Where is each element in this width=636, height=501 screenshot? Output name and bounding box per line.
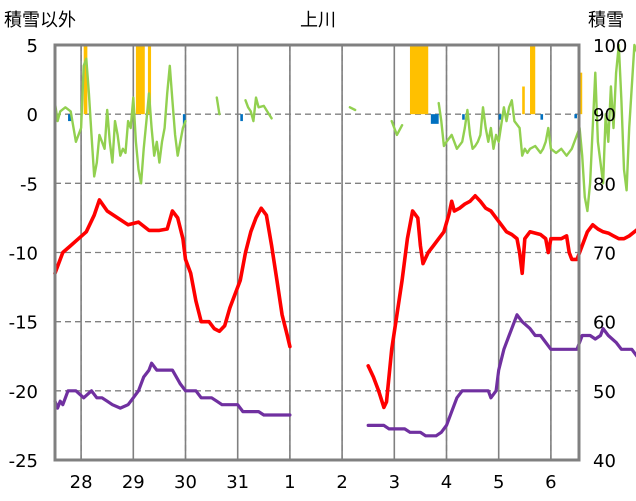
orange-bar (409, 45, 429, 115)
x-tick-label: 6 (545, 472, 556, 493)
left-tick-label: 5 (27, 36, 38, 57)
right-tick-label: 60 (593, 313, 616, 334)
green-series-line (437, 43, 636, 213)
x-tick-label: 4 (441, 472, 452, 493)
green-series-line (215, 96, 221, 116)
x-tick-label: 31 (226, 472, 249, 493)
x-tick-label: 30 (174, 472, 197, 493)
temperature-line (53, 198, 292, 349)
right-tick-label: 80 (593, 174, 616, 195)
snow-depth-line (366, 313, 636, 438)
orange-bar (135, 45, 145, 115)
right-axis-label: 積雪 (588, 10, 624, 31)
green-series-line (53, 57, 187, 185)
x-tick-label: 1 (284, 472, 295, 493)
orange-bar (522, 86, 525, 115)
right-tick-label: 50 (593, 382, 616, 403)
green-series-line (244, 96, 273, 123)
blue-bar (240, 114, 243, 122)
blue-bar (574, 114, 577, 119)
orange-bar (147, 45, 152, 115)
left-tick-label: -25 (9, 451, 38, 472)
green-series-line (348, 106, 357, 112)
right-tick-label: 90 (593, 105, 616, 126)
blue-bar (462, 114, 465, 120)
blue-bar (540, 114, 544, 120)
right-tick-label: 100 (593, 36, 627, 57)
left-axis-label: 積雪以外 (4, 10, 76, 31)
orange-bar (83, 45, 88, 115)
x-tick-label: 29 (122, 472, 145, 493)
right-tick-label: 70 (593, 244, 616, 265)
bar-layer (68, 45, 583, 126)
temperature-line (366, 194, 636, 410)
snow-depth-line (53, 361, 292, 417)
left-tick-label: -10 (9, 244, 38, 265)
right-tick-label: 40 (593, 451, 616, 472)
x-tick-label: 2 (336, 472, 347, 493)
left-tick-label: -20 (9, 382, 38, 403)
blue-bar (430, 114, 439, 124)
orange-bar (530, 45, 536, 115)
left-tick-label: 0 (27, 105, 38, 126)
x-tick-label: 5 (493, 472, 504, 493)
green-series-line (390, 119, 404, 137)
blue-bar (498, 114, 502, 120)
x-tick-label: 3 (389, 472, 400, 493)
blue-bar (68, 114, 73, 122)
chart-title: 上川 (300, 10, 336, 31)
blue-bar (182, 114, 186, 126)
left-tick-label: -15 (9, 313, 38, 334)
plot-frame (53, 43, 581, 462)
orange-bar (579, 72, 583, 115)
left-tick-label: -5 (20, 174, 38, 195)
x-tick-label: 28 (70, 472, 93, 493)
series-layer (53, 43, 636, 438)
